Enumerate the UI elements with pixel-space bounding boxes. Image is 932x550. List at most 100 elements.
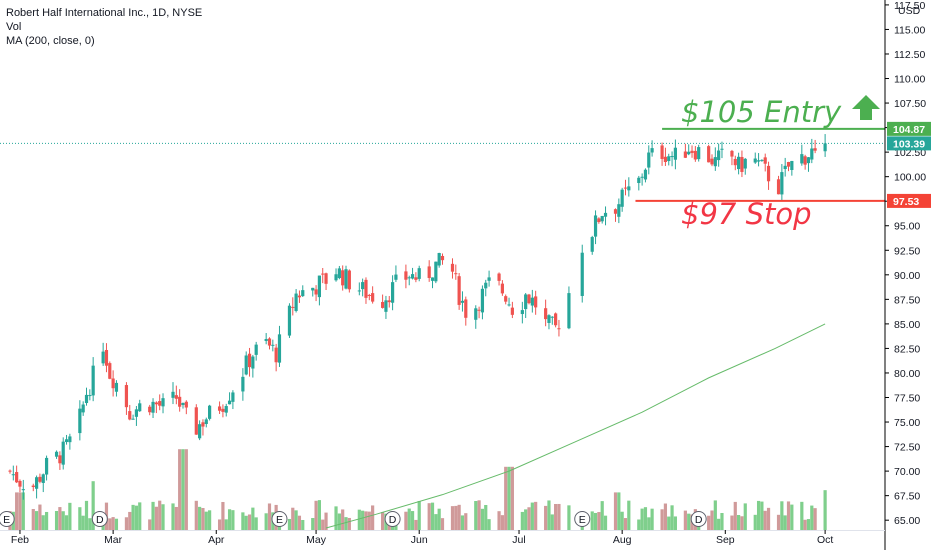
volume-bar — [184, 449, 188, 530]
y-tick-label: 112.50 — [894, 49, 925, 61]
volume-bar — [287, 518, 292, 530]
volume-bar — [334, 506, 338, 530]
volume-bar — [554, 504, 558, 530]
dividend-marker-icon[interactable] — [384, 511, 401, 527]
candle-body — [487, 277, 491, 281]
volume-bar — [84, 500, 89, 530]
x-tick-label: May — [306, 534, 327, 546]
earnings-marker-icon[interactable] — [271, 511, 288, 527]
candle-body — [457, 276, 461, 305]
entry-price-badge-text: 104.87 — [893, 124, 925, 136]
candle-body — [790, 160, 794, 170]
volume-bar — [504, 466, 508, 530]
x-tick-label: Oct — [817, 534, 833, 546]
candle-body — [274, 347, 278, 363]
y-tick-label: 107.50 — [894, 98, 926, 110]
volume-bar — [138, 502, 142, 530]
y-tick-label: 70.00 — [894, 466, 920, 478]
candle-body — [198, 424, 202, 439]
candle-body — [637, 177, 641, 184]
volume-bar — [171, 503, 175, 530]
candle-body — [131, 418, 135, 420]
candle-body — [174, 395, 178, 399]
volume-bar — [640, 508, 644, 530]
price-axis[interactable]: 117.50115.00112.50110.00107.50105.00102.… — [885, 0, 926, 527]
candle-body — [650, 148, 654, 153]
volume-bar — [217, 519, 222, 530]
candle-body — [623, 187, 628, 189]
volume-bar — [643, 507, 648, 530]
volume-bar — [381, 512, 385, 530]
volume-bar — [247, 514, 252, 530]
candle-body — [254, 344, 258, 355]
volume-bar — [480, 508, 485, 530]
candle-body — [34, 477, 39, 489]
candle-body — [627, 186, 631, 191]
candle-body — [613, 209, 618, 214]
volume-bar — [623, 518, 628, 530]
candle-body — [434, 261, 438, 282]
earnings-marker-icon[interactable] — [574, 511, 591, 527]
candle-body — [38, 476, 42, 482]
volume-bar — [208, 510, 212, 530]
volume-bar — [613, 492, 618, 530]
y-tick-label: 90.00 — [894, 270, 920, 282]
price-badges: 104.87 103.39 97.53 — [887, 121, 931, 208]
event-marker-label: E — [3, 514, 10, 526]
volume-bar — [88, 518, 92, 530]
volume-bar — [294, 510, 298, 530]
candle-body — [407, 277, 411, 279]
candle-body — [361, 282, 365, 290]
volume-bar — [730, 515, 734, 530]
dividend-marker-icon[interactable] — [690, 511, 707, 527]
volume-bar — [763, 510, 767, 530]
candle-body — [404, 271, 408, 280]
volume-bar — [547, 500, 551, 530]
x-tick-label: Sep — [716, 534, 735, 546]
volume-bar — [434, 514, 438, 530]
candle-body — [267, 338, 272, 346]
volume-bar — [720, 513, 724, 530]
arrow-up-icon — [852, 95, 880, 120]
dividend-marker-icon[interactable] — [91, 511, 108, 527]
volume-bar — [31, 508, 35, 530]
earnings-marker-icon[interactable] — [0, 511, 15, 527]
volume-bar — [371, 505, 375, 530]
candle-body — [557, 328, 561, 330]
candle-body — [15, 472, 19, 483]
volume-bar — [114, 518, 119, 530]
volume-bar — [78, 507, 82, 530]
volume-bar — [617, 492, 621, 530]
volume-bar — [454, 505, 458, 530]
volume-bar — [264, 513, 268, 530]
candlesticks — [8, 134, 827, 500]
volume-bar — [161, 504, 165, 530]
volume-bar — [783, 515, 787, 530]
volume-bar — [347, 517, 351, 530]
volume-bar — [244, 515, 248, 530]
candle-body — [194, 407, 198, 435]
candle-body — [324, 273, 328, 284]
volume-bar — [291, 507, 295, 530]
volume-bar — [407, 508, 411, 530]
volume-bar — [603, 515, 608, 530]
candle-body — [297, 295, 302, 298]
candle-body — [217, 406, 222, 411]
candle-body — [753, 158, 757, 163]
candle-body — [417, 268, 421, 279]
volume-bar — [64, 515, 69, 530]
volume-bar — [44, 511, 49, 530]
candle-body — [800, 154, 804, 164]
candle-body — [138, 403, 142, 412]
candle-body — [720, 148, 724, 150]
volume-bar — [810, 505, 814, 530]
volume-bar — [620, 511, 624, 530]
entry-price-badge — [887, 121, 931, 136]
volume-bar — [241, 512, 245, 530]
time-axis[interactable]: Feb Mar Apr May Jun Jul Aug Sep Oct — [0, 530, 885, 546]
candle-body — [68, 436, 72, 443]
candle-body — [41, 474, 45, 483]
legend-title: Robert Half International Inc., 1D, NYSE — [6, 7, 203, 19]
candle-body — [347, 270, 351, 290]
